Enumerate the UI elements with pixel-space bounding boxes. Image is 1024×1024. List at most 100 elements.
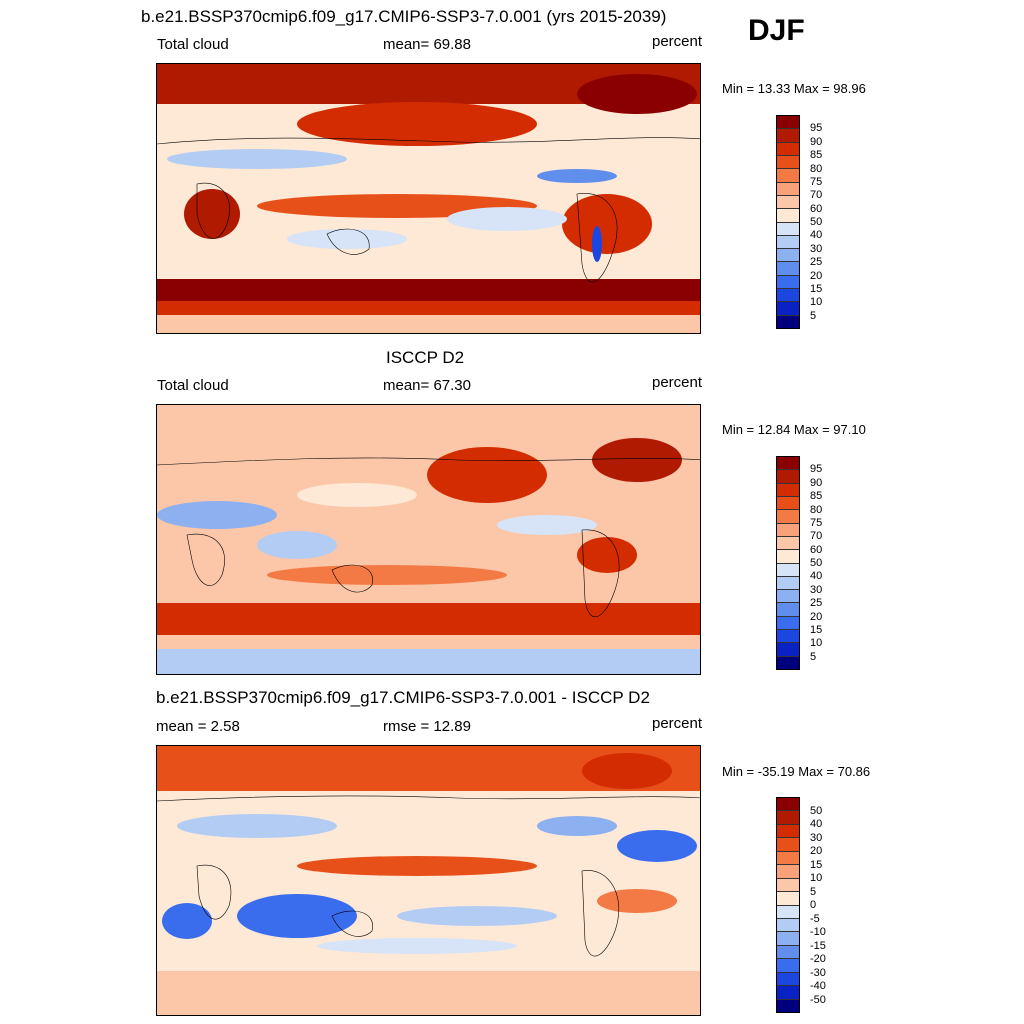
colorbar-swatch: [777, 972, 799, 987]
panel-2-left-label: Total cloud: [157, 377, 229, 394]
panel-2-minmax: Min = 12.84 Max = 97.10: [722, 422, 866, 437]
colorbar-tick-label: 50: [810, 804, 823, 817]
colorbar-swatch: [777, 851, 799, 866]
colorbar-tick-label: 90: [810, 135, 823, 148]
colorbar-swatch: [777, 483, 799, 497]
colorbar-tick-label: 30: [810, 831, 823, 844]
colorbar-swatch: [777, 222, 799, 236]
colorbar-swatch: [777, 496, 799, 511]
colorbar-swatch: [777, 550, 799, 564]
colorbar-swatch: [777, 209, 799, 223]
colorbar-tick-label: 10: [810, 872, 823, 884]
panel-2-center-label: mean= 67.30: [383, 377, 471, 394]
colorbar-tick-label: 70: [810, 189, 823, 202]
panel-1-minmax: Min = 13.33 Max = 98.96: [722, 81, 866, 96]
colorbar-swatch: [777, 986, 799, 1000]
panel-3-colorbar: [776, 797, 800, 1013]
colorbar-swatch: [777, 798, 799, 812]
colorbar-swatch: [777, 275, 799, 290]
colorbar-tick-label: -30: [810, 966, 826, 979]
colorbar-swatch: [777, 129, 799, 143]
colorbar-tick-label: 15: [810, 282, 823, 295]
colorbar-tick-label: 60: [810, 543, 823, 556]
colorbar-tick-label: 5: [810, 885, 817, 898]
colorbar-swatch: [777, 195, 799, 210]
panel-1-center-label: mean= 69.88: [383, 36, 471, 53]
colorbar-tick-label: 60: [810, 202, 823, 215]
colorbar-tick-label: 30: [810, 583, 823, 596]
panel-1-units: percent: [652, 33, 703, 50]
colorbar-tick-label: 25: [810, 597, 823, 610]
colorbar-tick-label: 90: [810, 476, 823, 489]
colorbar-swatch: [777, 182, 799, 196]
colorbar-tick-label: 20: [810, 845, 823, 857]
colorbar-tick-label: -15: [810, 939, 826, 952]
colorbar-swatch: [777, 656, 799, 669]
panel-1-left-label: Total cloud: [157, 36, 229, 53]
colorbar-swatch: [777, 918, 799, 933]
panel-2-title: ISCCP D2: [386, 348, 465, 367]
panel-3-left-label: mean = 2.58: [156, 718, 240, 735]
panel-1-map: [156, 63, 701, 334]
colorbar-tick-label: 95: [810, 122, 823, 135]
colorbar-swatch: [777, 945, 799, 960]
colorbar-swatch: [777, 616, 799, 631]
colorbar-swatch: [777, 932, 799, 946]
colorbar-swatch: [777, 470, 799, 484]
colorbar-tick-label: 10: [810, 296, 823, 309]
colorbar-swatch: [777, 155, 799, 170]
colorbar-swatch: [777, 116, 799, 130]
colorbar-swatch: [777, 289, 799, 303]
panel-3-units: percent: [652, 715, 703, 732]
panel-3-center-label: rmse = 12.89: [383, 718, 471, 735]
colorbar-swatch: [777, 811, 799, 825]
colorbar-swatch: [777, 302, 799, 316]
panel-3-minmax: Min = -35.19 Max = 70.86: [722, 764, 871, 779]
colorbar-tick-label: 40: [810, 229, 823, 242]
colorbar-tick-label: 40: [810, 818, 823, 830]
colorbar-tick-label: 10: [810, 637, 823, 650]
season-label: DJF: [748, 14, 805, 47]
colorbar-swatch: [777, 878, 799, 893]
colorbar-tick-label: -40: [810, 980, 826, 992]
colorbar-swatch: [777, 905, 799, 919]
colorbar-tick-label: -20: [810, 953, 826, 965]
colorbar-tick-label: -10: [810, 926, 826, 938]
colorbar-swatch: [777, 523, 799, 537]
colorbar-tick-label: 50: [810, 216, 823, 228]
colorbar-tick-label: 5: [810, 309, 817, 322]
colorbar-swatch: [777, 576, 799, 591]
colorbar-swatch: [777, 262, 799, 276]
colorbar-tick-label: 20: [810, 269, 823, 282]
colorbar-tick-label: 20: [810, 610, 823, 623]
colorbar-swatch: [777, 315, 799, 328]
colorbar-tick-label: 25: [810, 256, 823, 269]
colorbar-swatch: [777, 959, 799, 973]
panel-3-title: b.e21.BSSP370cmip6.f09_g17.CMIP6-SSP3-7.…: [156, 688, 650, 707]
panel-2-map: [156, 404, 701, 675]
colorbar-swatch: [777, 563, 799, 577]
colorbar-swatch: [777, 838, 799, 852]
colorbar-tick-label: 15: [810, 858, 823, 871]
colorbar-tick-label: -50: [810, 993, 826, 1006]
colorbar-swatch: [777, 235, 799, 250]
panel-1-colorbar: [776, 115, 800, 329]
colorbar-tick-label: 80: [810, 503, 823, 516]
colorbar-swatch: [777, 510, 799, 524]
colorbar-tick-label: 75: [810, 175, 823, 188]
colorbar-swatch: [777, 142, 799, 156]
colorbar-swatch: [777, 249, 799, 263]
panel-2-units: percent: [652, 374, 703, 391]
colorbar-tick-label: 75: [810, 516, 823, 529]
colorbar-tick-label: 5: [810, 650, 817, 663]
colorbar-tick-label: 85: [810, 149, 823, 162]
colorbar-tick-label: 95: [810, 463, 823, 476]
colorbar-tick-label: 70: [810, 530, 823, 543]
colorbar-tick-label: -5: [810, 912, 820, 925]
panel-3-map: [156, 745, 701, 1016]
colorbar-swatch: [777, 590, 799, 604]
panel-2-colorbar: [776, 456, 800, 670]
colorbar-swatch: [777, 169, 799, 183]
colorbar-swatch: [777, 630, 799, 644]
colorbar-swatch: [777, 999, 799, 1012]
